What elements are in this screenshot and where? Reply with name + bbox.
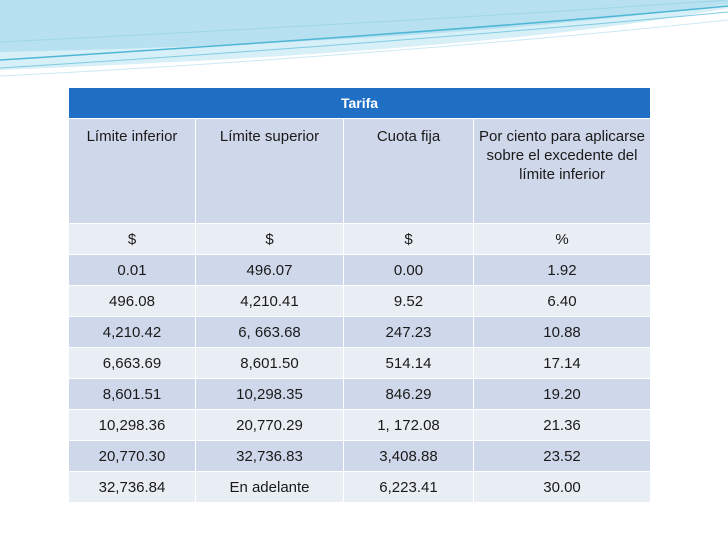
table-cell: 30.00 bbox=[472, 471, 652, 503]
wave-line-1 bbox=[0, 5, 728, 61]
table-cell: 6,223.41 bbox=[343, 471, 474, 503]
table-cell: 1.92 bbox=[472, 254, 652, 286]
table-cell: 496.07 bbox=[195, 254, 344, 286]
table-cell: 4,210.42 bbox=[68, 316, 196, 348]
table-cell: 10,298.36 bbox=[68, 409, 196, 441]
table-cell: 6.40 bbox=[472, 285, 652, 317]
table-cell: 32,736.83 bbox=[195, 440, 344, 472]
table-cell: 32,736.84 bbox=[68, 471, 196, 503]
table-cell: 23.52 bbox=[472, 440, 652, 472]
header-wave-decoration bbox=[0, 0, 728, 77]
table-body: Límite inferior Límite superior Cuota fija… bbox=[68, 118, 652, 503]
table-row: 32,736.84 En adelante 6,223.41 30.00 bbox=[68, 471, 652, 503]
table-row: 496.08 4,210.41 9.52 6.40 bbox=[68, 285, 652, 317]
table-cell: 247.23 bbox=[343, 316, 474, 348]
table-row: 8,601.51 10,298.35 846.29 19.20 bbox=[68, 378, 652, 410]
table-cell: 496.08 bbox=[68, 285, 196, 317]
table-title: Tarifa bbox=[67, 87, 652, 119]
table-cell: Por ciento para aplicarse sobre el exced… bbox=[472, 118, 652, 224]
table-row: 10,298.36 20,770.29 1, 172.08 21.36 bbox=[68, 409, 652, 441]
table-cell: En adelante bbox=[195, 471, 344, 503]
table-cell: Cuota fija bbox=[343, 118, 474, 224]
table-cell: 3,408.88 bbox=[343, 440, 474, 472]
table-cell: $ bbox=[343, 223, 474, 255]
tariff-table: Tarifa Límite inferior Límite superior Cuo… bbox=[67, 87, 652, 503]
wave-line-2 bbox=[0, 11, 728, 69]
table-cell: 514.14 bbox=[343, 347, 474, 379]
wave-line-3 bbox=[0, 0, 728, 43]
table-row: 4,210.42 6, 663.68 247.23 10.88 bbox=[68, 316, 652, 348]
table-cell: 6,663.69 bbox=[68, 347, 196, 379]
table-row: 20,770.30 32,736.83 3,408.88 23.52 bbox=[68, 440, 652, 472]
table-cell: % bbox=[472, 223, 652, 255]
table-cell: 8,601.51 bbox=[68, 378, 196, 410]
table-cell: Límite inferior bbox=[68, 118, 196, 224]
table-cell: 20,770.29 bbox=[195, 409, 344, 441]
table-cell: 10,298.35 bbox=[195, 378, 344, 410]
table-cell: 846.29 bbox=[343, 378, 474, 410]
table-title-row: Tarifa bbox=[67, 87, 652, 119]
table-cell: 6, 663.68 bbox=[195, 316, 344, 348]
table-cell: 21.36 bbox=[472, 409, 652, 441]
table-cell: 19.20 bbox=[472, 378, 652, 410]
table-cell: 8,601.50 bbox=[195, 347, 344, 379]
table-cell: 0.00 bbox=[343, 254, 474, 286]
wave-band-mid bbox=[0, 0, 728, 52]
table-cell: 20,770.30 bbox=[68, 440, 196, 472]
units-row: $ $ $% bbox=[68, 223, 652, 255]
table-cell: 9.52 bbox=[343, 285, 474, 317]
table-cell: 10.88 bbox=[472, 316, 652, 348]
table-row: 6,663.69 8,601.50 514.14 17.14 bbox=[68, 347, 652, 379]
column-header-row: Límite inferior Límite superior Cuota fija… bbox=[68, 118, 652, 224]
table-cell: 4,210.41 bbox=[195, 285, 344, 317]
table-cell: Límite superior bbox=[195, 118, 344, 224]
wave-line-4 bbox=[0, 19, 728, 77]
table-row: 0.01 496.07 0.00 1.92 bbox=[68, 254, 652, 286]
table-cell: $ bbox=[68, 223, 196, 255]
table-cell: $ bbox=[195, 223, 344, 255]
table-cell: 1, 172.08 bbox=[343, 409, 474, 441]
table-cell: 0.01 bbox=[68, 254, 196, 286]
table-cell: 17.14 bbox=[472, 347, 652, 379]
